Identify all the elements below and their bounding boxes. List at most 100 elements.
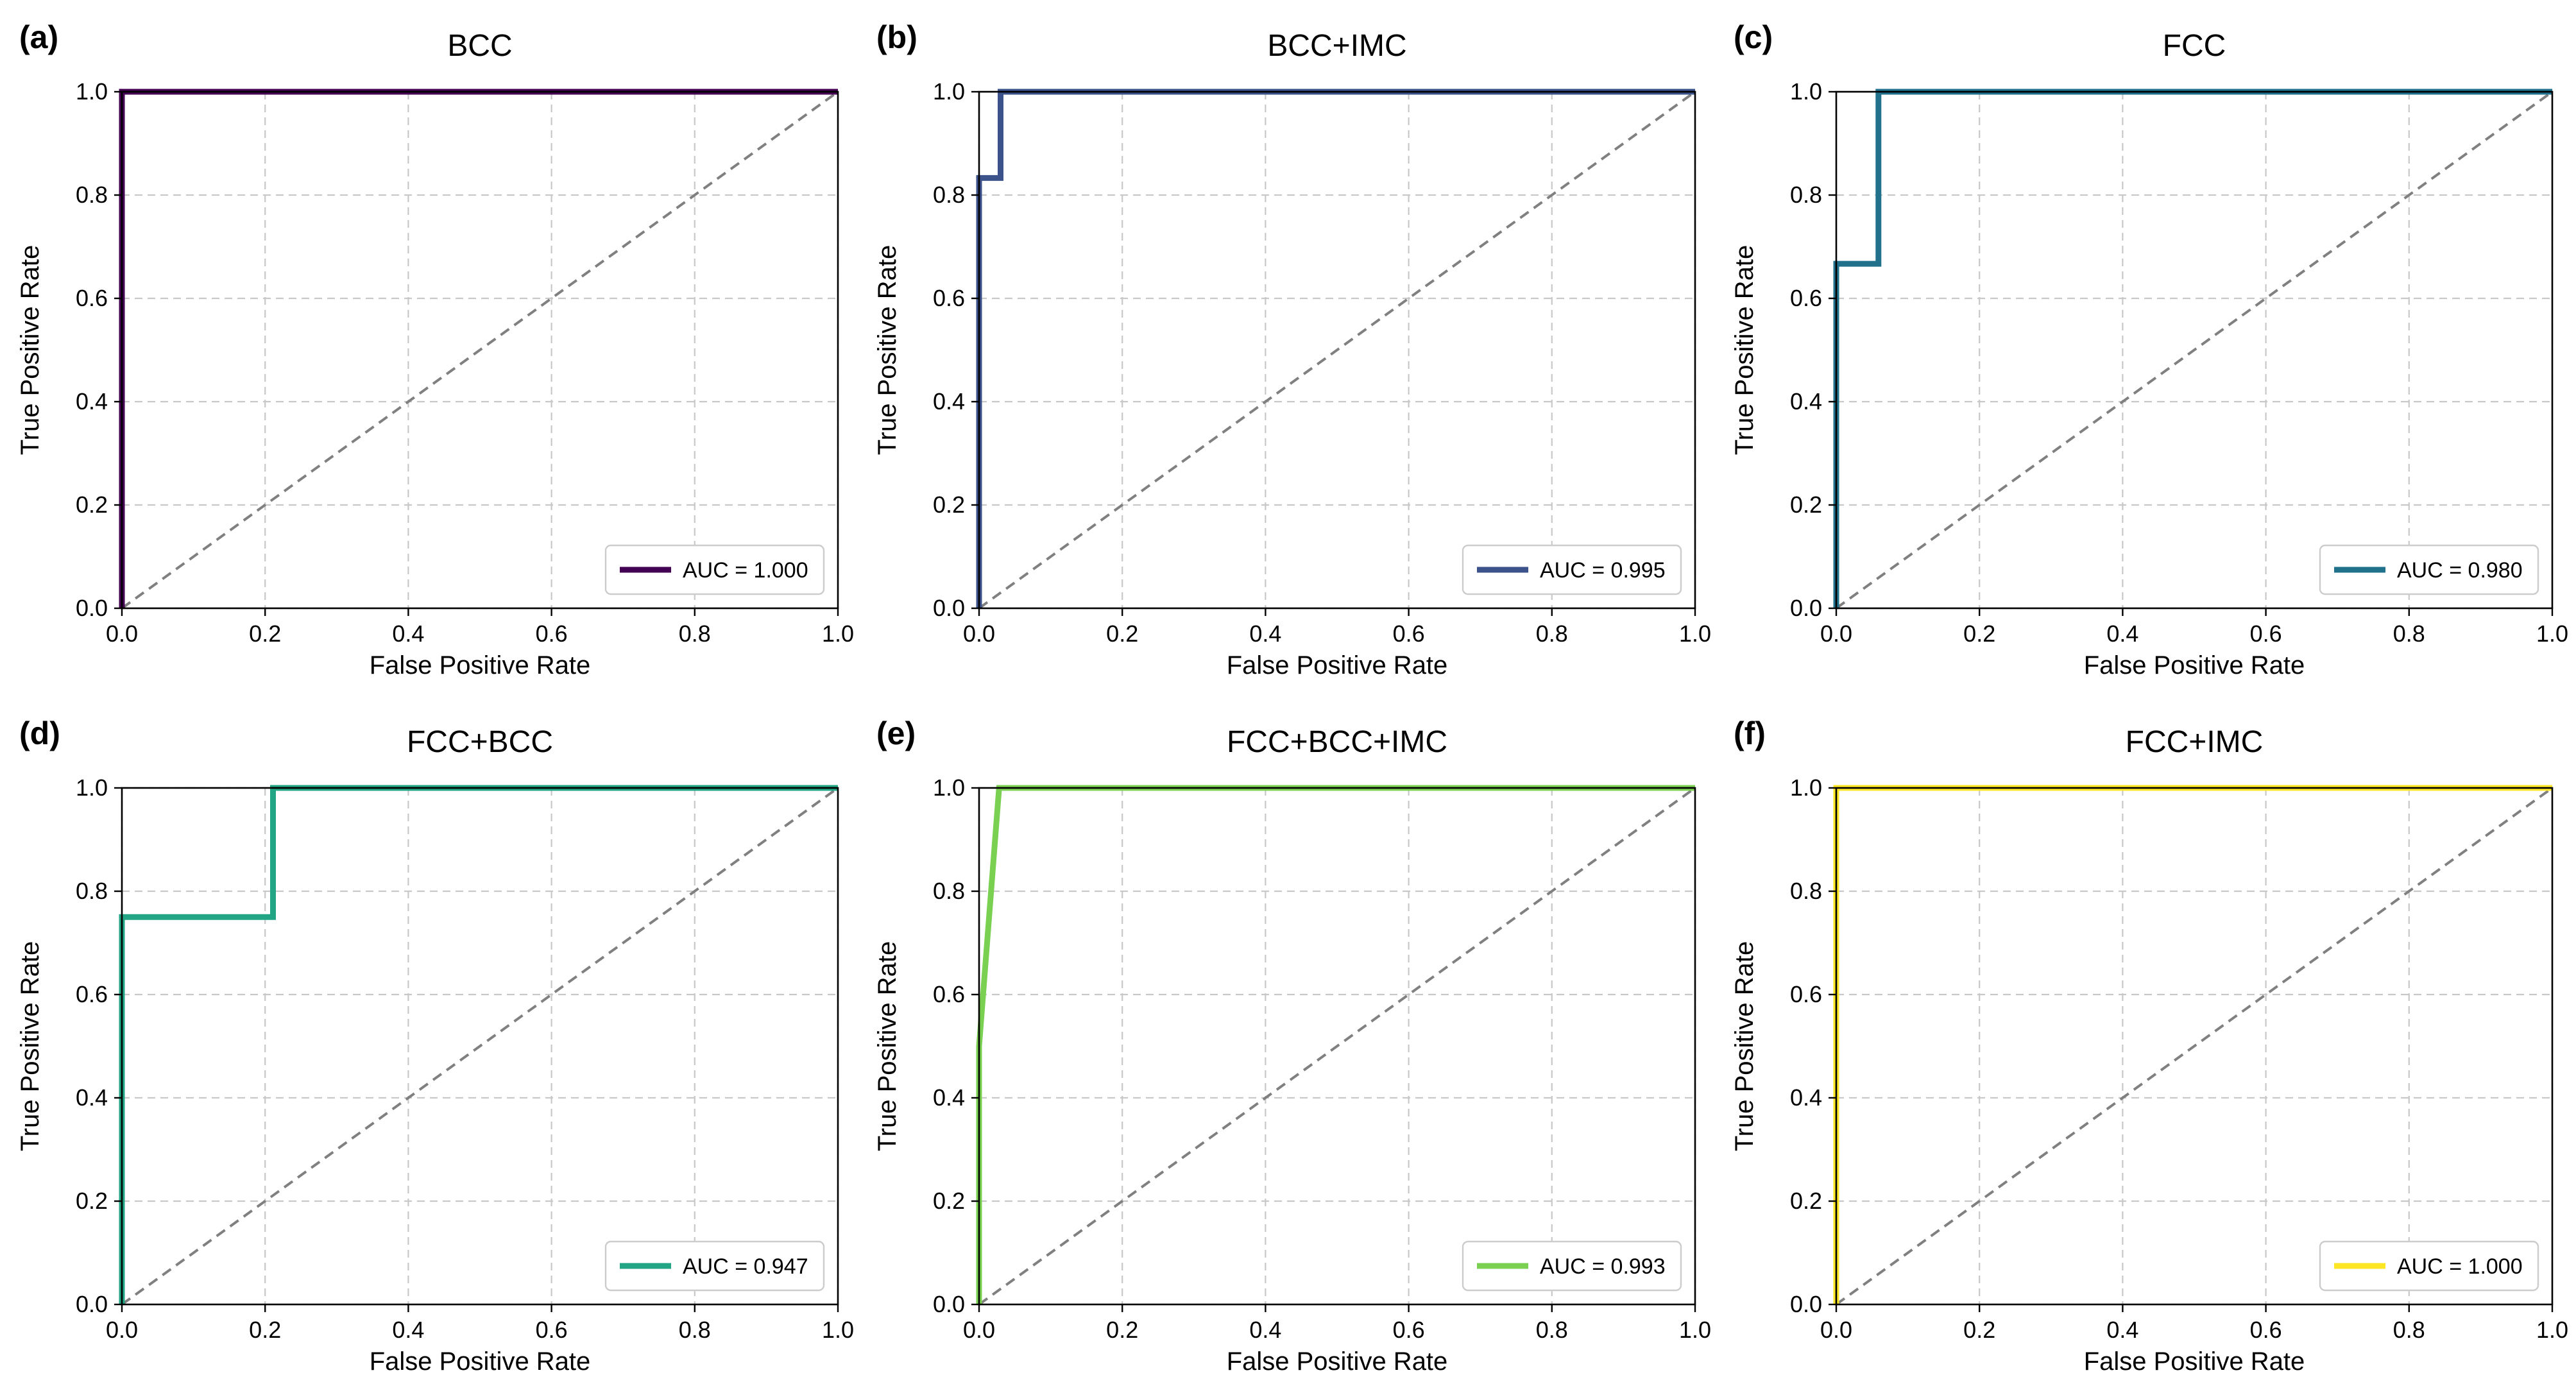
x-tick-label: 0.4 — [1249, 1317, 1281, 1343]
y-tick-label: 0.8 — [76, 182, 108, 208]
y-tick-label: 0.8 — [933, 182, 965, 208]
panel-letter: (d) — [19, 715, 60, 751]
chance-diagonal — [121, 787, 839, 1306]
legend-label: AUC = 1.000 — [683, 558, 808, 583]
x-tick-label: 0.2 — [1963, 620, 1995, 647]
y-tick-label: 0.4 — [1790, 1084, 1822, 1111]
y-tick-label: 0.4 — [933, 1084, 965, 1111]
y-axis-label: True Positive Rate — [16, 941, 44, 1152]
y-tick-label: 0.8 — [76, 878, 108, 904]
x-tick-label: 0.8 — [1536, 1317, 1568, 1343]
x-tick-label: 0.4 — [392, 1317, 424, 1343]
y-tick-label: 0.0 — [933, 595, 965, 621]
legend-label: AUC = 0.980 — [2397, 558, 2523, 583]
x-tick-label: 1.0 — [2536, 620, 2568, 647]
chance-diagonal — [978, 787, 1696, 1306]
chance-diagonal — [121, 90, 839, 610]
y-tick-label: 0.2 — [933, 491, 965, 518]
y-tick-label: 0.6 — [933, 285, 965, 311]
roc-panel: 0.0 0.2 0.4 0.6 0.8 1.0 0.0 0.2 0.4 0.6 0.8 1.0 Fals… — [873, 715, 1711, 1376]
panel-title: FCC+BCC — [407, 725, 553, 759]
x-tick-label: 0.6 — [536, 620, 568, 647]
panel-letter: (e) — [876, 715, 916, 751]
x-axis-label: False Positive Rate — [370, 1347, 591, 1376]
roc-panel: 0.0 0.2 0.4 0.6 0.8 1.0 0.0 0.2 0.4 0.6 0.8 1.0 Fals… — [1730, 715, 2568, 1376]
legend-label: AUC = 1.000 — [2397, 1254, 2523, 1279]
panel-title: FCC+IMC — [2126, 725, 2264, 759]
x-tick-label: 0.8 — [2393, 1317, 2425, 1343]
roc-panel: 0.0 0.2 0.4 0.6 0.8 1.0 0.0 0.2 0.4 0.6 0.8 1.0 Fals… — [873, 19, 1711, 679]
x-axis-label: False Positive Rate — [370, 651, 591, 679]
panel-title: BCC — [447, 29, 512, 63]
x-tick-label: 0.2 — [1963, 1317, 1995, 1343]
y-tick-label: 0.0 — [1790, 595, 1822, 621]
y-axis-label: True Positive Rate — [873, 245, 901, 456]
x-tick-label: 1.0 — [822, 620, 854, 647]
y-tick-label: 0.2 — [76, 1188, 108, 1214]
y-tick-label: 0.2 — [933, 1188, 965, 1214]
x-tick-label: 0.6 — [536, 1317, 568, 1343]
roc-panel: 0.0 0.2 0.4 0.6 0.8 1.0 0.0 0.2 0.4 0.6 0.8 1.0 Fals… — [16, 19, 854, 679]
x-tick-label: 0.0 — [1820, 1317, 1852, 1343]
y-tick-label: 0.0 — [1790, 1291, 1822, 1317]
y-tick-label: 0.6 — [76, 981, 108, 1007]
x-tick-label: 0.4 — [2106, 620, 2138, 647]
legend-box — [2319, 544, 2539, 595]
plot-frame — [121, 90, 839, 610]
y-tick-label: 0.0 — [933, 1291, 965, 1317]
x-tick-label: 1.0 — [822, 1317, 854, 1343]
panel-letter: (b) — [876, 19, 917, 55]
x-axis-label: False Positive Rate — [1227, 651, 1448, 679]
y-tick-label: 1.0 — [933, 774, 965, 801]
y-tick-label: 1.0 — [76, 774, 108, 801]
panel-title: FCC — [2163, 29, 2226, 63]
y-tick-label: 0.4 — [1790, 388, 1822, 414]
y-tick-label: 1.0 — [1790, 78, 1822, 105]
panel-letter: (f) — [1734, 715, 1766, 751]
y-axis-label: True Positive Rate — [1730, 245, 1759, 456]
y-tick-label: 0.4 — [76, 388, 108, 414]
y-tick-label: 0.0 — [76, 1291, 108, 1317]
legend-box — [1462, 544, 1682, 595]
y-tick-label: 0.8 — [1790, 878, 1822, 904]
y-tick-label: 0.4 — [76, 1084, 108, 1111]
plot-frame — [121, 787, 839, 1306]
x-tick-label: 0.0 — [963, 1317, 995, 1343]
legend-box — [604, 1240, 825, 1292]
x-tick-label: 0.0 — [963, 620, 995, 647]
legend-box — [1462, 1240, 1682, 1292]
x-tick-label: 0.2 — [1106, 1317, 1138, 1343]
y-tick-label: 1.0 — [1790, 774, 1822, 801]
x-tick-label: 1.0 — [1679, 1317, 1711, 1343]
y-tick-label: 0.6 — [76, 285, 108, 311]
x-tick-label: 0.8 — [679, 1317, 711, 1343]
x-tick-label: 0.4 — [392, 620, 424, 647]
x-tick-label: 0.2 — [249, 620, 281, 647]
x-axis-label: False Positive Rate — [1227, 1347, 1448, 1376]
panel-letter: (a) — [19, 19, 58, 55]
y-tick-label: 0.0 — [76, 595, 108, 621]
panel-title: BCC+IMC — [1267, 29, 1406, 63]
x-tick-label: 0.0 — [106, 620, 138, 647]
x-tick-label: 1.0 — [1679, 620, 1711, 647]
x-tick-label: 0.4 — [1249, 620, 1281, 647]
y-axis-label: True Positive Rate — [16, 245, 44, 456]
plot-frame — [978, 90, 1696, 610]
y-tick-label: 0.4 — [933, 388, 965, 414]
chance-diagonal — [1835, 90, 2554, 610]
y-tick-label: 1.0 — [933, 78, 965, 105]
x-tick-label: 0.8 — [1536, 620, 1568, 647]
x-tick-label: 0.8 — [2393, 620, 2425, 647]
x-tick-label: 0.6 — [1393, 620, 1425, 647]
panel-letter: (c) — [1734, 19, 1773, 55]
x-axis-label: False Positive Rate — [2084, 1347, 2305, 1376]
y-tick-label: 0.2 — [1790, 491, 1822, 518]
y-axis-label: True Positive Rate — [1730, 941, 1759, 1152]
x-axis-label: False Positive Rate — [2084, 651, 2305, 679]
x-tick-label: 0.6 — [1393, 1317, 1425, 1343]
y-tick-label: 0.6 — [1790, 285, 1822, 311]
chance-diagonal — [978, 90, 1696, 610]
x-tick-label: 0.2 — [1106, 620, 1138, 647]
y-axis-label: True Positive Rate — [873, 941, 901, 1152]
